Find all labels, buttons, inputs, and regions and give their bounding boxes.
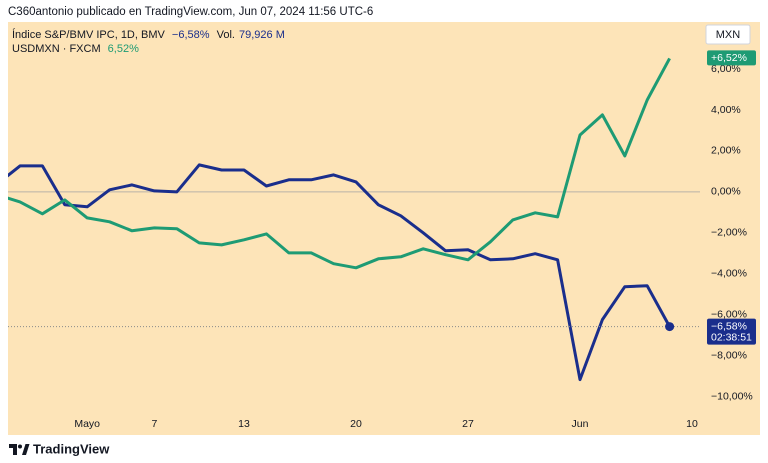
price-badge-label: −6,58% — [711, 320, 747, 332]
price-badge-label: +6,52% — [711, 52, 747, 64]
y-tick-label: −10,00% — [711, 390, 753, 402]
y-tick-label: −8,00% — [711, 349, 747, 361]
x-tick-label: 10 — [686, 418, 698, 430]
currency-box[interactable] — [705, 24, 751, 45]
y-tick-label: −4,00% — [711, 268, 747, 280]
x-tick-label: Jun — [572, 418, 589, 430]
legend-name: Índice S&P/BMV IPC, 1D, BMV — [12, 28, 165, 41]
header: C360antonio publicado en TradingView.com… — [8, 6, 373, 18]
legend-value: −6,58% — [172, 29, 210, 41]
legend-row: Índice S&P/BMV IPC, 1D, BMV −6,58% Vol. … — [12, 28, 285, 41]
legend-name: USDMXN · FXCM — [12, 43, 101, 55]
series-line — [8, 57, 671, 270]
x-tick-label: Mayo — [74, 418, 100, 430]
x-tick-label: 27 — [462, 418, 474, 430]
currency[interactable]: MXN — [716, 29, 741, 41]
legend-row: USDMXN · FXCM 6,52% — [12, 43, 139, 55]
legend-value: 6,52% — [108, 43, 139, 55]
countdown: 02:38:51 — [711, 331, 752, 343]
overlay: 6,00% 4,00% 2,00% 0,00% −2,00% −4,00% −6,00% −8… — [74, 50, 756, 430]
price-badge — [707, 50, 756, 66]
y-tick-label: −6,00% — [711, 308, 747, 320]
y-tick-label: 6,00% — [711, 63, 741, 75]
last-point — [665, 322, 675, 332]
plot-area — [8, 57, 700, 382]
x-tick-label: 13 — [238, 418, 250, 430]
y-tick-label: 0,00% — [711, 186, 741, 198]
series-line — [8, 163, 671, 382]
y-tick-label: 2,00% — [711, 145, 741, 157]
y-tick-label: 4,00% — [711, 104, 741, 116]
volume-title: Vol. — [217, 29, 235, 41]
price-badge — [707, 318, 756, 345]
footer-logo — [9, 444, 30, 455]
footer-brand: TradingView — [33, 441, 110, 456]
y-tick-label: −2,00% — [711, 227, 747, 239]
x-tick-label: 7 — [151, 418, 157, 430]
chart-background — [8, 22, 760, 435]
volume-value: 79,926 M — [239, 29, 285, 41]
x-tick-label: 20 — [350, 418, 362, 430]
